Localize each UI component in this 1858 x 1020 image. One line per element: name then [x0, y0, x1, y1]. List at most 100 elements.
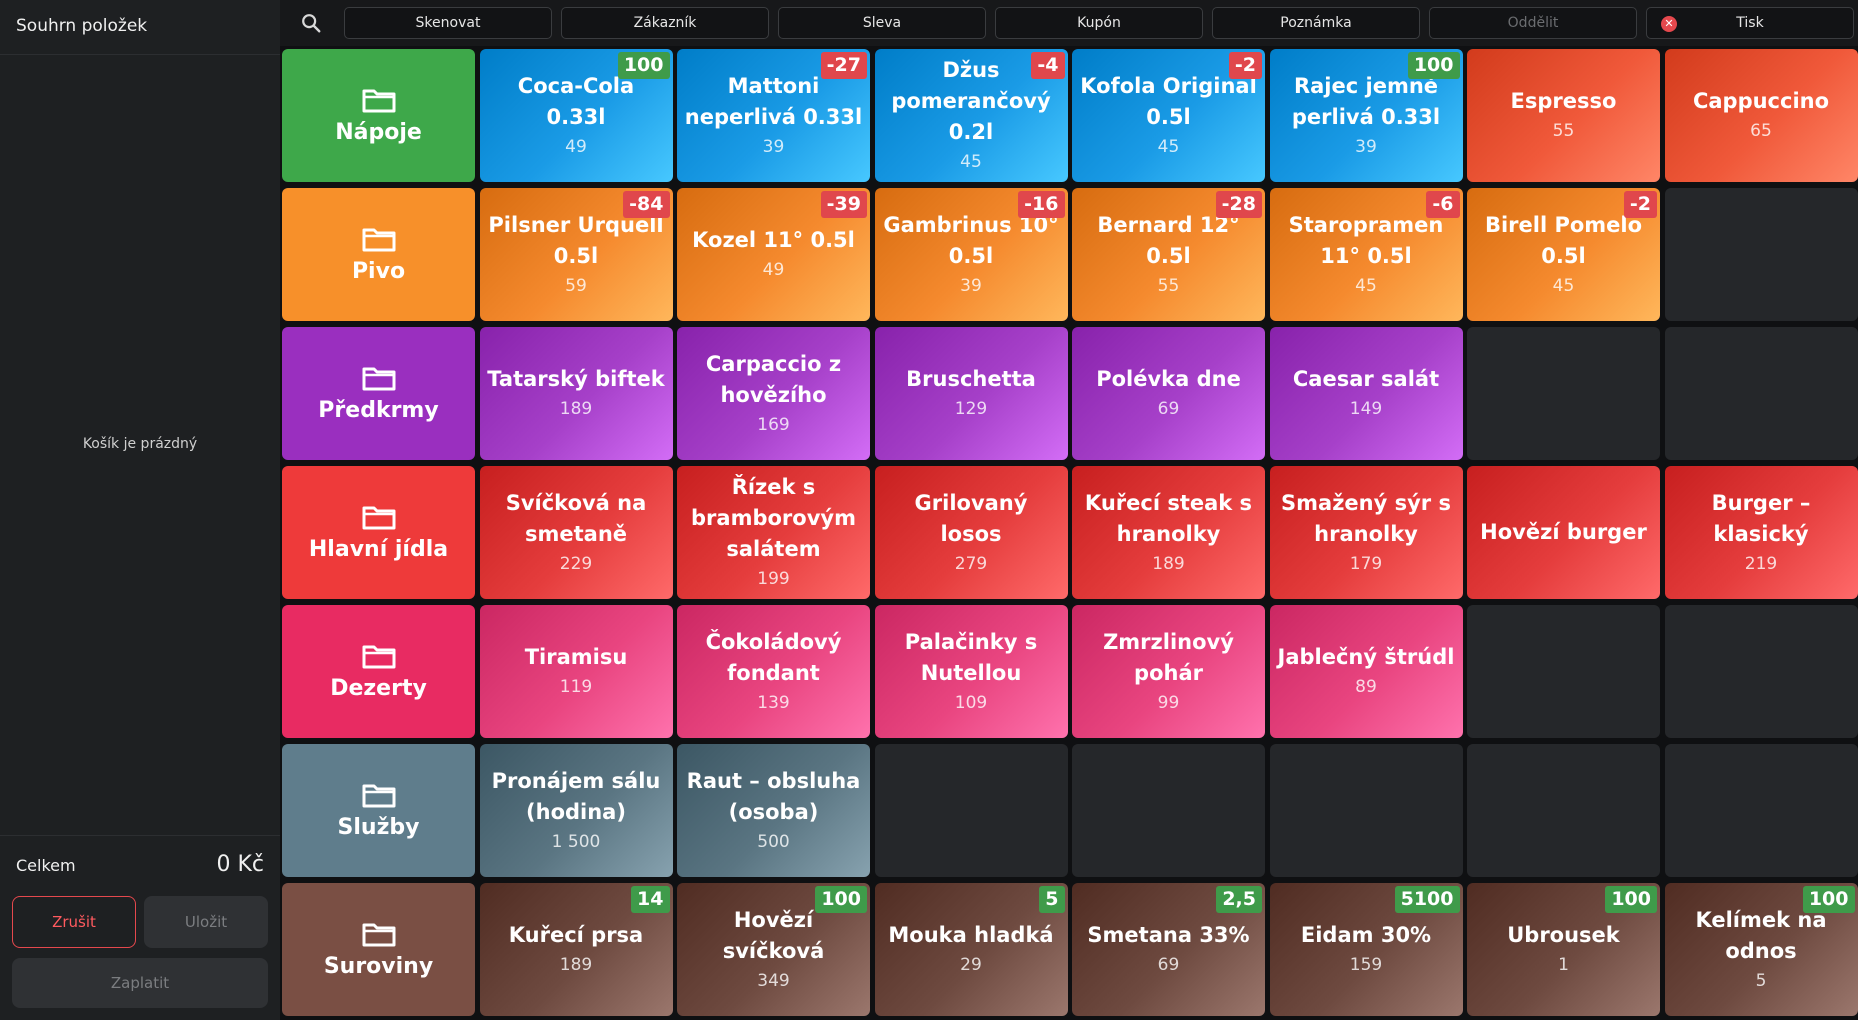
product-tile[interactable]: Kuřecí steak s hranolky 189 — [1072, 466, 1265, 599]
toolbar-button-label: Zákazník — [633, 15, 697, 31]
product-tile[interactable]: Řízek s bramborovým salátem 199 — [677, 466, 870, 599]
product-tile[interactable]: Espresso 55 — [1467, 49, 1660, 182]
toolbar-button-3[interactable]: Sleva — [778, 7, 986, 39]
product-tile[interactable]: Kofola Original 0.5l 45 -2 — [1072, 49, 1265, 182]
product-tile[interactable]: Ubrousek 1 100 — [1467, 883, 1660, 1016]
product-tile[interactable]: Zmrzlinový pohár 99 — [1072, 605, 1265, 738]
toolbar-button-6[interactable]: Oddělit — [1429, 7, 1637, 39]
toolbar-button-1[interactable]: Skenovat — [344, 7, 552, 39]
product-price: 129 — [954, 399, 988, 419]
pay-button[interactable]: Zaplatit — [12, 958, 268, 1008]
product-tile[interactable]: Coca-Cola 0.33l 49 100 — [479, 49, 673, 182]
product-price: 59 — [565, 275, 587, 296]
toolbar: Skenovat Zákazník Sleva Kupón Poznámka Odděli… — [280, 0, 1858, 46]
product-tile[interactable]: Mattoni neperlivá 0.33l 39 -27 — [677, 49, 870, 182]
product-tile[interactable]: Bernard 12° 0.5l 55 -28 — [1072, 188, 1265, 321]
empty-cart-message: Košík je prázdný — [82, 436, 198, 452]
product-tile[interactable]: Smetana 33% 69 2,5 — [1072, 883, 1265, 1016]
product-price: 229 — [559, 553, 593, 574]
product-tile[interactable]: Pilsner Urquell 0.5l 59 -84 — [479, 188, 673, 321]
total-label: Celkem — [16, 856, 76, 875]
product-tile[interactable]: Mouka hladká 29 5 — [874, 883, 1068, 1016]
product-tile[interactable]: Bruschetta 129 — [874, 327, 1068, 460]
toolbar-button-4[interactable]: Kupón — [995, 7, 1203, 39]
product-tile[interactable]: Staropramen 11° 0.5l 45 -6 — [1269, 188, 1463, 321]
product-tile[interactable]: Tiramisu 119 — [479, 605, 673, 738]
product-tile[interactable]: Eidam 30% 159 5100 — [1269, 883, 1463, 1016]
product-tile[interactable]: Burger – klasický 219 — [1664, 466, 1858, 599]
stock-badge: -6 — [1426, 191, 1460, 218]
product-name: Cappuccino — [1692, 89, 1830, 113]
product-tile[interactable]: Grilovaný losos 279 — [874, 466, 1068, 599]
stock-badge: 2,5 — [1216, 886, 1262, 913]
product-tile[interactable]: Čokoládový fondant 139 — [677, 605, 870, 738]
empty-slot — [1664, 188, 1858, 321]
product-tile[interactable]: Hovězí burger — [1467, 466, 1660, 599]
product-name: Smažený sýr s hranolky — [1281, 490, 1451, 546]
product-tile[interactable]: Jablečný štrúdl 89 — [1269, 605, 1463, 738]
product-tile[interactable]: Polévka dne 69 — [1072, 327, 1265, 460]
product-price: 45 — [1157, 136, 1180, 157]
product-tile[interactable]: Birell Pomelo 0.5l 45 -2 — [1467, 188, 1660, 321]
product-price: 189 — [1152, 553, 1185, 574]
product-tile[interactable]: Gambrinus 10° 0.5l 39 -16 — [874, 188, 1068, 321]
folder-icon — [362, 923, 395, 947]
product-name: Bruschetta — [906, 367, 1036, 391]
product-price: 1 500 — [551, 831, 601, 852]
category-tile[interactable]: Dezerty — [282, 605, 475, 738]
toolbar-button-5[interactable]: Poznámka — [1212, 7, 1420, 39]
product-price: 45 — [960, 152, 982, 172]
product-price: 55 — [1552, 121, 1575, 141]
cart-title: Souhrn položek — [16, 16, 148, 36]
save-button[interactable]: Uložit — [144, 896, 268, 948]
category-name: Dezerty — [330, 676, 427, 701]
product-tile[interactable]: Hovězí svíčková 349 100 — [677, 883, 870, 1016]
category-tile[interactable]: Hlavní jídla — [282, 466, 475, 599]
product-tile[interactable]: Raut – obsluha (osoba) 500 — [677, 744, 870, 877]
product-tile[interactable]: Kuřecí prsa 189 14 — [479, 883, 673, 1016]
category-name: Předkrmy — [318, 398, 439, 423]
product-tile[interactable]: Tatarský biftek 189 — [479, 327, 673, 460]
empty-slot — [1664, 327, 1858, 460]
category-tile[interactable]: Služby — [282, 744, 475, 877]
product-name: Coca-Cola 0.33l — [517, 73, 635, 129]
product-price: 65 — [1750, 121, 1772, 141]
product-tile[interactable]: Cappuccino 65 — [1664, 49, 1858, 182]
stock-badge: -39 — [820, 191, 867, 218]
category-name: Služby — [337, 815, 420, 840]
empty-slot — [1664, 744, 1858, 877]
stock-badge: -2 — [1623, 191, 1657, 218]
product-name: Raut – obsluha (osoba) — [686, 768, 861, 824]
product-price: 45 — [1552, 275, 1575, 296]
product-name: Džus pomerančový 0.2l — [891, 58, 1051, 144]
category-tile[interactable]: Předkrmy — [282, 327, 475, 460]
category-tile[interactable]: Pivo — [282, 188, 475, 321]
product-tile[interactable]: Rajec jemně perlivá 0.33l 39 100 — [1269, 49, 1463, 182]
product-tile[interactable]: Kelímek na odnos 5 100 — [1664, 883, 1858, 1016]
product-tile[interactable]: Smažený sýr s hranolky 179 — [1269, 466, 1463, 599]
product-tile[interactable]: Džus pomerančový 0.2l 45 -4 — [874, 49, 1068, 182]
category-tile[interactable]: Nápoje — [282, 49, 475, 182]
cancel-button[interactable]: Zrušit — [12, 896, 136, 948]
product-name: Hovězí svíčková — [722, 907, 825, 963]
product-tile[interactable]: Caesar salát 149 — [1269, 327, 1463, 460]
product-tile[interactable]: Svíčková na smetaně 229 — [479, 466, 673, 599]
search-icon[interactable] — [300, 12, 322, 34]
product-name: Mattoni neperlivá 0.33l — [684, 73, 863, 129]
empty-slot — [1467, 605, 1660, 738]
product-price: 49 — [565, 136, 587, 157]
toolbar-button-2[interactable]: Zákazník — [561, 7, 769, 39]
product-tile[interactable]: Pronájem sálu (hodina) 1 500 — [479, 744, 673, 877]
product-name: Burger – klasický — [1711, 490, 1811, 546]
product-price: 219 — [1744, 553, 1778, 574]
category-tile[interactable]: Suroviny — [282, 883, 475, 1016]
product-price: 49 — [762, 260, 785, 280]
product-price: 69 — [1157, 955, 1180, 975]
toolbar-button-7[interactable]: ✕ Tisk — [1646, 7, 1854, 39]
folder-icon — [362, 89, 395, 113]
empty-slot — [1072, 744, 1265, 877]
total-value: 0 Kč — [216, 852, 264, 877]
product-tile[interactable]: Carpaccio z hovězího 169 — [677, 327, 870, 460]
product-tile[interactable]: Palačinky s Nutellou 109 — [874, 605, 1068, 738]
product-tile[interactable]: Kozel 11° 0.5l 49 -39 — [677, 188, 870, 321]
